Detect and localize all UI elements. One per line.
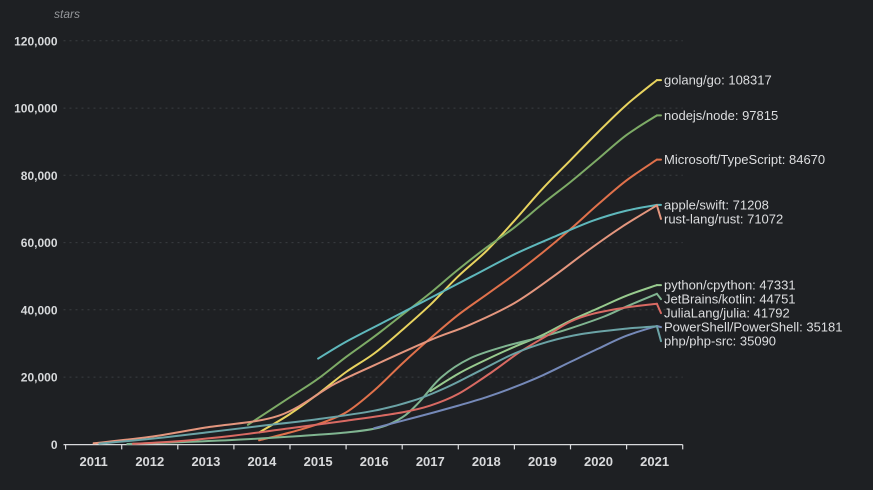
x-tick-label: 2011	[79, 454, 107, 469]
y-axis-tick-labels: 0 20,000 40,000 60,000 80,000 100,000 120,000	[14, 34, 58, 452]
series-end-label-nodejs-node[interactable]: nodejs/node: 97815	[664, 108, 778, 123]
x-tick-label: 2019	[528, 454, 557, 469]
series-end-label-powershell-powershell[interactable]: PowerShell/PowerShell: 35181	[664, 320, 843, 335]
y-axis-title: stars	[54, 7, 80, 21]
series-leader-julialang-julia	[655, 302, 662, 315]
x-tick-label: 2020	[584, 454, 613, 469]
series-end-label-rust-lang-rust[interactable]: rust-lang/rust: 71072	[664, 211, 783, 226]
x-tick-label: 2016	[360, 454, 389, 469]
y-tick-label: 0	[51, 438, 58, 452]
series-line-python-cpython[interactable]	[429, 284, 658, 393]
x-tick-label: 2017	[416, 454, 445, 469]
x-tick-label: 2013	[191, 454, 220, 469]
series-line-powershell-powershell[interactable]	[373, 325, 658, 430]
series-line-php-php-src[interactable]	[98, 325, 658, 445]
series-end-label-apple-swift[interactable]: apple/swift: 71208	[664, 197, 769, 212]
series-line-julialang-julia[interactable]	[131, 302, 658, 445]
series-line-apple-swift[interactable]	[317, 203, 658, 360]
y-tick-label: 40,000	[21, 303, 58, 317]
x-axis-tick-labels: 2011 2012 2013 2014 2015 2016 2017 2018 2019 2020…	[79, 454, 669, 469]
series-leader-php-php-src	[655, 325, 662, 343]
y-tick-label: 80,000	[21, 169, 58, 183]
y-tick-label: 100,000	[14, 102, 58, 116]
series-leader-jetbrains-kotlin	[655, 292, 662, 301]
y-tick-label: 20,000	[21, 371, 58, 385]
x-tick-label: 2012	[135, 454, 164, 469]
series-end-label-julialang-julia[interactable]: JuliaLang/julia: 41792	[664, 306, 790, 321]
x-tick-label: 2021	[640, 454, 669, 469]
series-line-rust-lang-rust[interactable]	[92, 204, 658, 445]
series-end-labels-group: golang/go: 108317 nodejs/node: 97815 Micro…	[655, 73, 843, 349]
series-end-label-jetbrains-kotlin[interactable]: JetBrains/kotlin: 44751	[664, 292, 796, 307]
series-end-label-python-cpython[interactable]: python/cpython: 47331	[664, 278, 796, 293]
y-tick-label: 120,000	[14, 34, 58, 48]
series-end-label-microsoft-typescript[interactable]: Microsoft/TypeScript: 84670	[664, 152, 825, 167]
series-lines-group	[92, 79, 658, 445]
x-tick-label: 2014	[247, 454, 277, 469]
series-line-jetbrains-kotlin[interactable]	[126, 292, 658, 445]
x-axis	[63, 444, 684, 450]
x-tick-label: 2015	[304, 454, 333, 469]
series-leader-rust-lang-rust	[655, 204, 662, 220]
y-tick-label: 60,000	[21, 236, 58, 250]
series-end-label-golang-go[interactable]: golang/go: 108317	[664, 73, 772, 88]
x-tick-label: 2018	[472, 454, 501, 469]
series-end-label-php-php-src[interactable]: php/php-src: 35090	[664, 334, 776, 349]
series-line-nodejs-node[interactable]	[246, 114, 658, 426]
series-line-microsoft-typescript[interactable]	[258, 158, 658, 442]
series-line-golang-go[interactable]	[258, 79, 658, 434]
